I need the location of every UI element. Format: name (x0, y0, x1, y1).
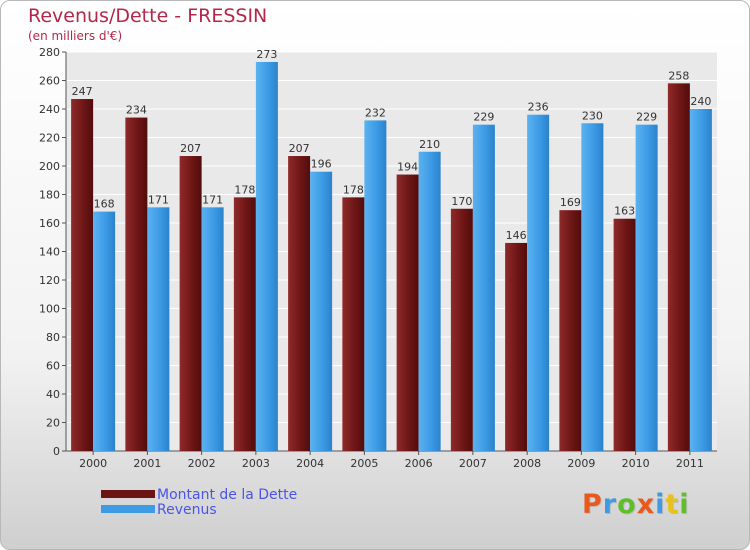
x-tick-label: 2004 (296, 457, 324, 470)
bar-revenus (527, 114, 550, 451)
y-tick-label: 240 (39, 103, 60, 116)
data-label-dette: 247 (72, 85, 93, 98)
data-label-revenus: 273 (256, 48, 277, 61)
bar-dette (125, 117, 148, 452)
x-tick-label: 2006 (405, 457, 433, 470)
bar-revenus (689, 109, 712, 451)
bar-dette (559, 210, 582, 451)
bar-dette (179, 156, 202, 451)
data-label-dette: 234 (126, 104, 147, 117)
bar-dette (505, 242, 528, 451)
data-label-revenus: 171 (148, 193, 169, 206)
x-tick-label: 2007 (459, 457, 487, 470)
bar-revenus (472, 124, 495, 452)
legend-label-dette: Montant de la Dette (157, 487, 298, 503)
x-tick-label: 2009 (567, 457, 595, 470)
bar-dette (71, 99, 94, 452)
bar-revenus (201, 207, 224, 451)
bar-dette (233, 197, 256, 451)
bar-dette (450, 208, 473, 451)
data-label-dette: 170 (451, 195, 472, 208)
y-tick-label: 100 (39, 303, 60, 316)
bar-revenus (255, 61, 278, 451)
x-tick-label: 2005 (350, 457, 378, 470)
legend-swatch-dette (101, 490, 155, 498)
y-tick-label: 0 (53, 445, 60, 458)
bar-revenus (418, 151, 441, 451)
y-tick-label: 180 (39, 189, 60, 202)
data-label-revenus: 229 (636, 111, 657, 124)
y-tick-label: 40 (46, 388, 60, 401)
x-tick-label: 2002 (188, 457, 216, 470)
data-label-dette: 258 (668, 69, 689, 82)
data-label-revenus: 196 (311, 158, 332, 171)
y-tick-label: 20 (46, 417, 60, 430)
x-tick-label: 2000 (79, 457, 107, 470)
bar-dette (667, 83, 690, 451)
data-label-dette: 169 (560, 196, 581, 209)
data-label-revenus: 240 (690, 95, 711, 108)
data-label-revenus: 236 (528, 101, 549, 114)
data-label-revenus: 210 (419, 138, 440, 151)
y-tick-label: 80 (46, 331, 60, 344)
data-label-dette: 178 (343, 183, 364, 196)
y-tick-label: 160 (39, 217, 60, 230)
data-label-dette: 146 (506, 229, 527, 242)
x-tick-label: 2011 (676, 457, 704, 470)
data-label-dette: 178 (234, 183, 255, 196)
data-label-revenus: 171 (202, 193, 223, 206)
bar-revenus (635, 124, 658, 452)
x-tick-label: 2008 (513, 457, 541, 470)
bar-revenus (581, 123, 604, 451)
data-label-dette: 207 (289, 142, 310, 155)
x-tick-label: 2010 (622, 457, 650, 470)
bar-dette (342, 197, 365, 451)
y-tick-label: 200 (39, 160, 60, 173)
y-tick-label: 260 (39, 75, 60, 88)
bar-dette (396, 174, 419, 452)
y-tick-label: 140 (39, 246, 60, 259)
y-tick-label: 280 (39, 46, 60, 59)
data-label-dette: 163 (614, 205, 635, 218)
y-tick-label: 60 (46, 360, 60, 373)
data-label-revenus: 232 (365, 106, 386, 119)
bar-dette (613, 218, 636, 451)
proxiti-logo: Proxiti (582, 489, 690, 520)
bar-revenus (364, 120, 387, 452)
legend-swatch-revenus (101, 505, 155, 513)
y-tick-label: 220 (39, 132, 60, 145)
legend-label-revenus: Revenus (157, 502, 217, 518)
chart-subtitle: (en milliers d'€) (28, 29, 123, 43)
bar-revenus (93, 211, 116, 451)
x-tick-label: 2001 (133, 457, 161, 470)
data-label-revenus: 229 (473, 111, 494, 124)
y-tick-label: 120 (39, 274, 60, 287)
bar-revenus (310, 171, 333, 451)
data-label-dette: 207 (180, 142, 201, 155)
bar-dette (288, 156, 311, 451)
data-label-dette: 194 (397, 161, 418, 174)
data-label-revenus: 230 (582, 109, 603, 122)
chart-title: Revenus/Dette - FRESSIN (28, 5, 268, 27)
data-label-revenus: 168 (94, 198, 115, 211)
bar-revenus (147, 207, 170, 451)
x-tick-label: 2003 (242, 457, 270, 470)
